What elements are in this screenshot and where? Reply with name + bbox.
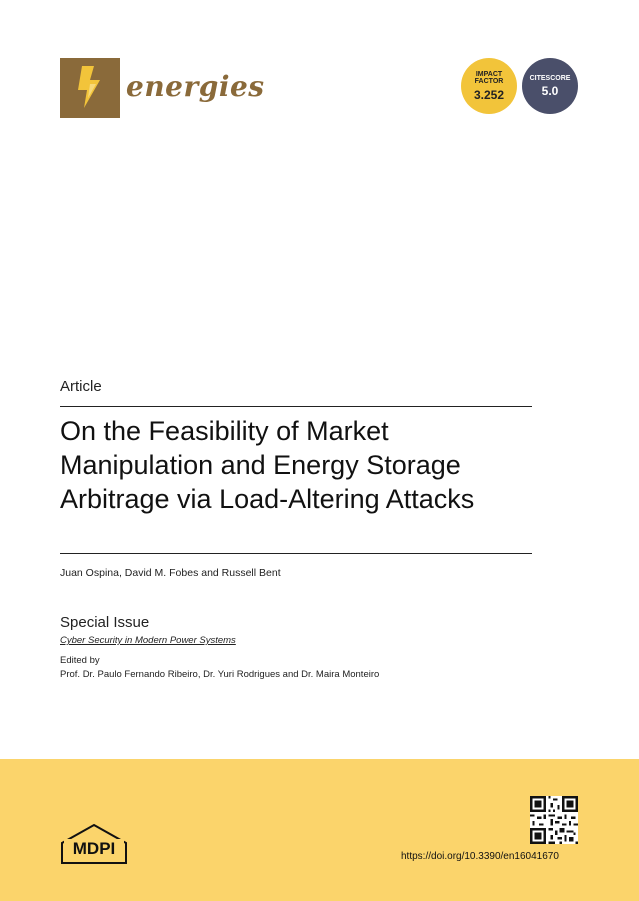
article-title: On the Feasibility of Market Manipulatio…: [60, 414, 532, 516]
journal-name: energies: [126, 70, 265, 103]
divider: [60, 553, 532, 554]
divider: [60, 406, 532, 407]
special-issue-link[interactable]: Cyber Security in Modern Power Systems: [60, 635, 236, 646]
citescore-value: 5.0: [541, 83, 559, 98]
article-type: Article: [60, 378, 102, 395]
title-line: On the Feasibility of Market: [60, 416, 389, 446]
special-issue-heading: Special Issue: [60, 614, 150, 631]
citescore-badge: CITESCORE 5.0: [522, 58, 578, 114]
qr-code-icon[interactable]: [530, 796, 578, 844]
mdpi-logo-icon: MDPI: [61, 823, 127, 864]
impact-factor-label-2: FACTOR: [474, 78, 504, 86]
journal-logo-icon: [60, 58, 120, 118]
title-line: Arbitrage via Load-Altering Attacks: [60, 484, 475, 514]
doi-link[interactable]: https://doi.org/10.3390/en16041670: [401, 851, 559, 862]
editors: Prof. Dr. Paulo Fernando Ribeiro, Dr. Yu…: [60, 669, 380, 680]
citescore-label: CITESCORE: [529, 74, 571, 82]
impact-factor-value: 3.252: [473, 87, 505, 102]
publisher-name: MDPI: [73, 839, 116, 858]
edited-by-label: Edited by: [60, 655, 100, 666]
impact-factor-label-1: IMPACT: [475, 70, 503, 78]
title-line: Manipulation and Energy Storage: [60, 450, 461, 480]
authors: Juan Ospina, David M. Fobes and Russell …: [60, 567, 281, 579]
impact-factor-badge: IMPACT FACTOR 3.252: [461, 58, 517, 114]
